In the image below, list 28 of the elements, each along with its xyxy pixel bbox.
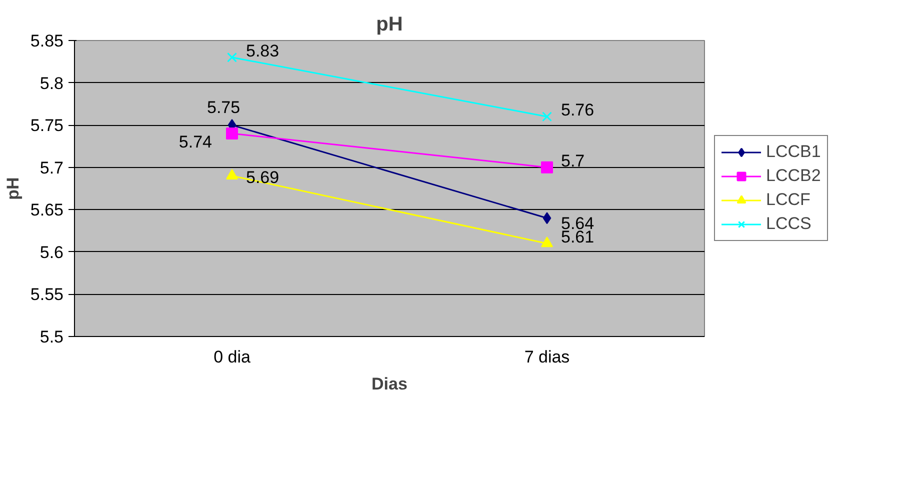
legend-label: LCCB1 xyxy=(766,142,821,162)
legend-label: LCCS xyxy=(766,214,812,234)
legend-label: LCCF xyxy=(766,190,810,210)
y-tick-label: 5.8 xyxy=(40,74,64,93)
x-tick-label: 7 dias xyxy=(524,348,570,366)
y-axis-title: pH xyxy=(3,177,22,200)
y-tick-label: 5.55 xyxy=(30,285,64,304)
data-label: 5.7 xyxy=(561,151,585,170)
point xyxy=(227,52,237,62)
data-label: 5.69 xyxy=(246,168,280,187)
point xyxy=(542,212,552,224)
y-tick-label: 5.75 xyxy=(30,116,64,136)
data-label: 5.76 xyxy=(561,100,594,120)
point xyxy=(541,161,553,174)
y-tick-label: 5.5 xyxy=(40,328,64,346)
y-tick-label: 5.85 xyxy=(30,32,64,50)
y-tick-label: 5.65 xyxy=(30,200,64,220)
x-tick-label: 0 dia xyxy=(214,348,251,366)
data-label: 5.75 xyxy=(207,98,240,118)
point xyxy=(542,112,552,122)
chart-title: pH xyxy=(376,14,403,36)
data-label: 5.83 xyxy=(246,41,280,60)
legend-label: LCCB2 xyxy=(766,166,821,186)
y-tick-label: 5.6 xyxy=(40,242,64,262)
point xyxy=(226,128,238,140)
data-label: 5.74 xyxy=(178,132,212,152)
x-axis-title: Dias xyxy=(372,374,408,394)
y-tick-label: 5.7 xyxy=(40,158,64,178)
